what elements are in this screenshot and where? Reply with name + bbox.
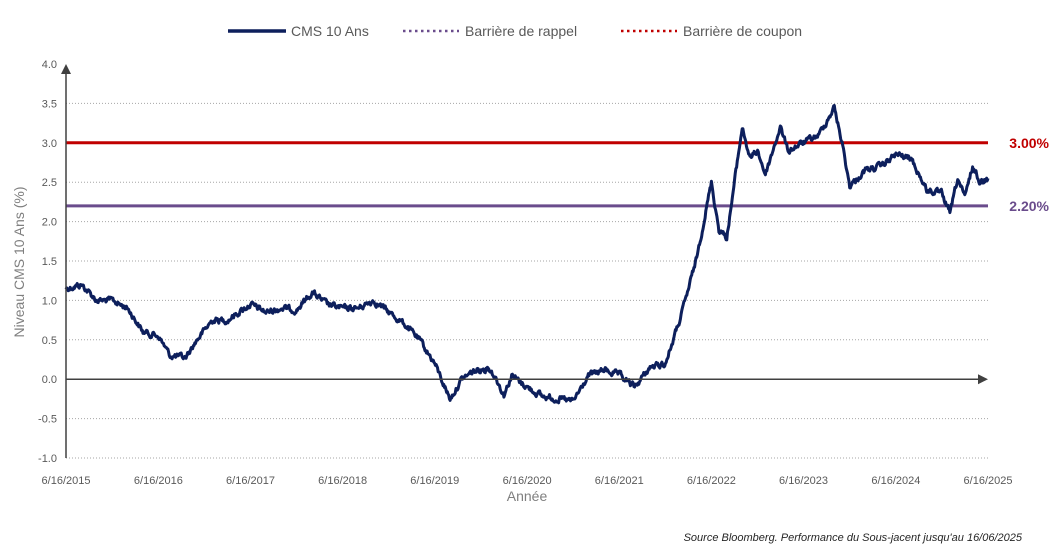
y-tick-label: 0.5 xyxy=(42,335,57,347)
cms-10-ans-line xyxy=(64,104,990,405)
y-tick-labels: -1.0 -0.5 0.0 0.5 1.0 1.5 2.0 2.5 3.0 3.5 4.0 xyxy=(38,59,57,465)
y-axis-arrow xyxy=(61,64,71,74)
y-tick-label: 2.5 xyxy=(42,177,57,189)
x-tick-label: 6/16/2016 xyxy=(134,475,183,487)
y-tick-label: 1.0 xyxy=(42,295,57,307)
x-tick-label: 6/16/2022 xyxy=(687,475,736,487)
barrier-rappel-label: 2.20% xyxy=(1009,198,1049,214)
x-tick-label: 6/16/2025 xyxy=(964,475,1013,487)
source-note: Source Bloomberg. Performance du Sous-ja… xyxy=(684,532,1023,544)
x-axis-title: Année xyxy=(507,488,548,504)
series xyxy=(64,104,990,405)
y-tick-label: -1.0 xyxy=(38,453,57,465)
legend-label-rappel: Barrière de rappel xyxy=(465,23,577,39)
x-tick-label: 6/16/2021 xyxy=(595,475,644,487)
barrier-coupon-label: 3.00% xyxy=(1009,135,1049,151)
legend-label-coupon: Barrière de coupon xyxy=(683,23,802,39)
x-tick-label: 6/16/2020 xyxy=(503,475,552,487)
x-tick-label: 6/16/2018 xyxy=(318,475,367,487)
y-tick-label: 2.0 xyxy=(42,217,57,229)
gridlines xyxy=(66,102,988,459)
barriers: 2.20% 3.00% xyxy=(66,135,1050,214)
x-tick-label: 6/16/2017 xyxy=(226,475,275,487)
x-tick-label: 6/16/2015 xyxy=(42,475,91,487)
x-tick-label: 6/16/2024 xyxy=(871,475,920,487)
x-tick-label: 6/16/2023 xyxy=(779,475,828,487)
axes xyxy=(61,64,988,458)
y-tick-label: 3.0 xyxy=(42,138,57,150)
x-tick-label: 6/16/2019 xyxy=(410,475,459,487)
legend: CMS 10 Ans Barrière de rappel Barrière d… xyxy=(228,23,802,39)
y-tick-label: 3.5 xyxy=(42,98,57,110)
legend-label-cms: CMS 10 Ans xyxy=(291,23,369,39)
y-tick-label: 4.0 xyxy=(42,59,57,71)
y-tick-label: 1.5 xyxy=(42,256,57,268)
y-tick-label: 0.0 xyxy=(42,374,57,386)
y-tick-label: -0.5 xyxy=(38,414,57,426)
y-axis-title: Niveau CMS 10 Ans (%) xyxy=(11,187,27,338)
x-axis-arrow xyxy=(978,374,988,385)
x-tick-labels: 6/16/2015 6/16/2016 6/16/2017 6/16/2018 6/16… xyxy=(42,475,1013,487)
